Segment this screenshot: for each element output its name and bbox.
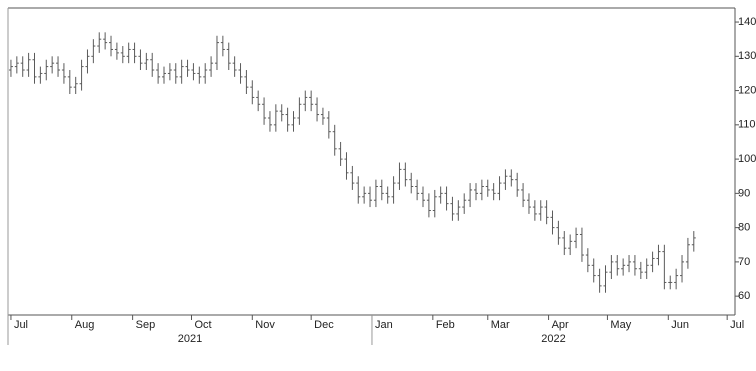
x-tick-label: Jul	[14, 319, 28, 331]
x-tick-label: Mar	[491, 319, 510, 331]
x-tick-label: Sep	[136, 319, 156, 331]
x-tick-label: Dec	[314, 319, 334, 331]
y-tick-label: 80	[738, 222, 750, 234]
y-tick-label: 130	[738, 50, 756, 62]
y-tick-label: 110	[738, 119, 756, 131]
x-tick-label: Nov	[255, 319, 275, 331]
y-tick-label: 70	[738, 256, 750, 268]
x-tick-label: Apr	[552, 319, 569, 331]
y-tick-label: 140	[738, 16, 756, 28]
y-tick-label: 90	[738, 187, 750, 199]
x-tick-label: Jan	[375, 319, 393, 331]
x-tick-label: Jun	[671, 319, 689, 331]
x-tick-label: Feb	[436, 319, 455, 331]
y-tick-label: 100	[738, 153, 756, 165]
y-tick-label: 120	[738, 84, 756, 96]
x-tick-label: May	[610, 319, 631, 331]
x-tick-label: Oct	[194, 319, 211, 331]
y-tick-label: 60	[738, 290, 750, 302]
year-label: 2022	[541, 333, 565, 345]
year-label: 2021	[178, 333, 202, 345]
x-tick-label: Jul	[730, 319, 744, 331]
x-tick-label: Aug	[75, 319, 95, 331]
